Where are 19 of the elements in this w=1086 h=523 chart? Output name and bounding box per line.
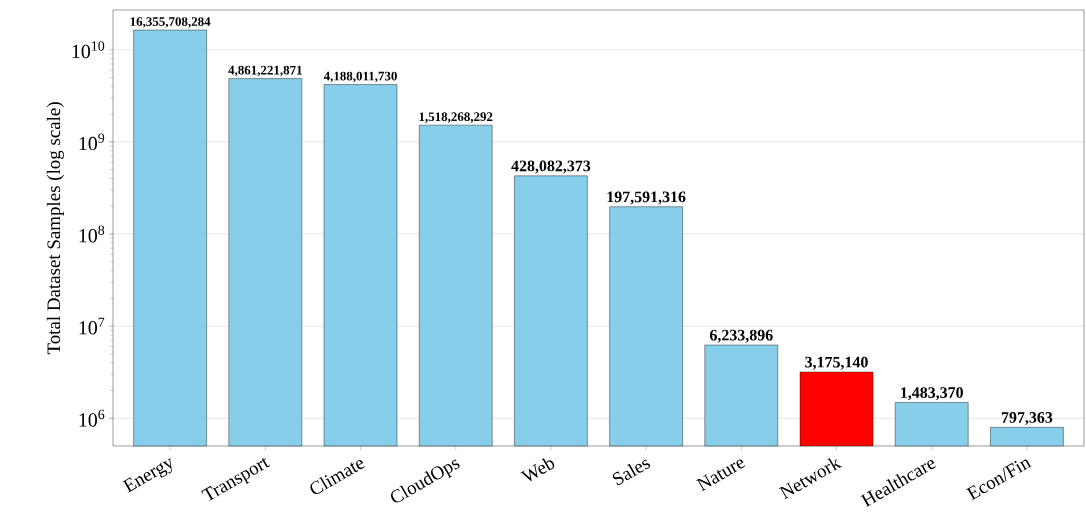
x-tick-label: Nature: [695, 459, 746, 492]
data-label: 428,082,373: [511, 160, 591, 174]
data-label: 4,861,221,871: [228, 65, 302, 77]
data-label: 4,188,011,730: [323, 71, 397, 83]
y-tick-label: 10$^{8}$: [79, 225, 105, 243]
data-label: 1,483,370: [901, 387, 963, 401]
y-tick-label: 10$^{10}$: [72, 41, 105, 59]
data-label: 3,175,140: [805, 356, 868, 370]
y-tick-label: 10$^{6}$: [79, 409, 105, 427]
data-label: 797,363: [1001, 412, 1053, 426]
x-tick-label: Sales: [612, 459, 651, 486]
data-label: 6,233,896: [709, 329, 773, 343]
x-tick-label: Web: [520, 458, 555, 482]
y-tick-label: 10$^{9}$: [79, 133, 105, 151]
y-tick-label: 10$^{7}$: [79, 317, 105, 335]
y-axis-title: Total Dataset Samples (log scale): [46, 102, 65, 355]
data-label: 197,591,316: [607, 191, 686, 205]
data-label: 1,518,268,292: [419, 112, 493, 123]
data-label: 16,355,708,284: [130, 17, 211, 28]
